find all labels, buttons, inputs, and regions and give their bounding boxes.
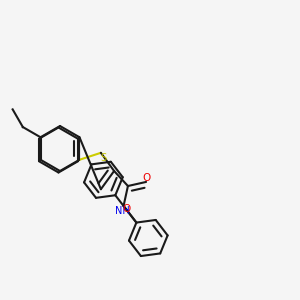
Text: S: S: [100, 153, 106, 163]
Text: NH: NH: [115, 206, 129, 216]
Text: O: O: [123, 205, 131, 214]
Text: O: O: [142, 173, 150, 183]
